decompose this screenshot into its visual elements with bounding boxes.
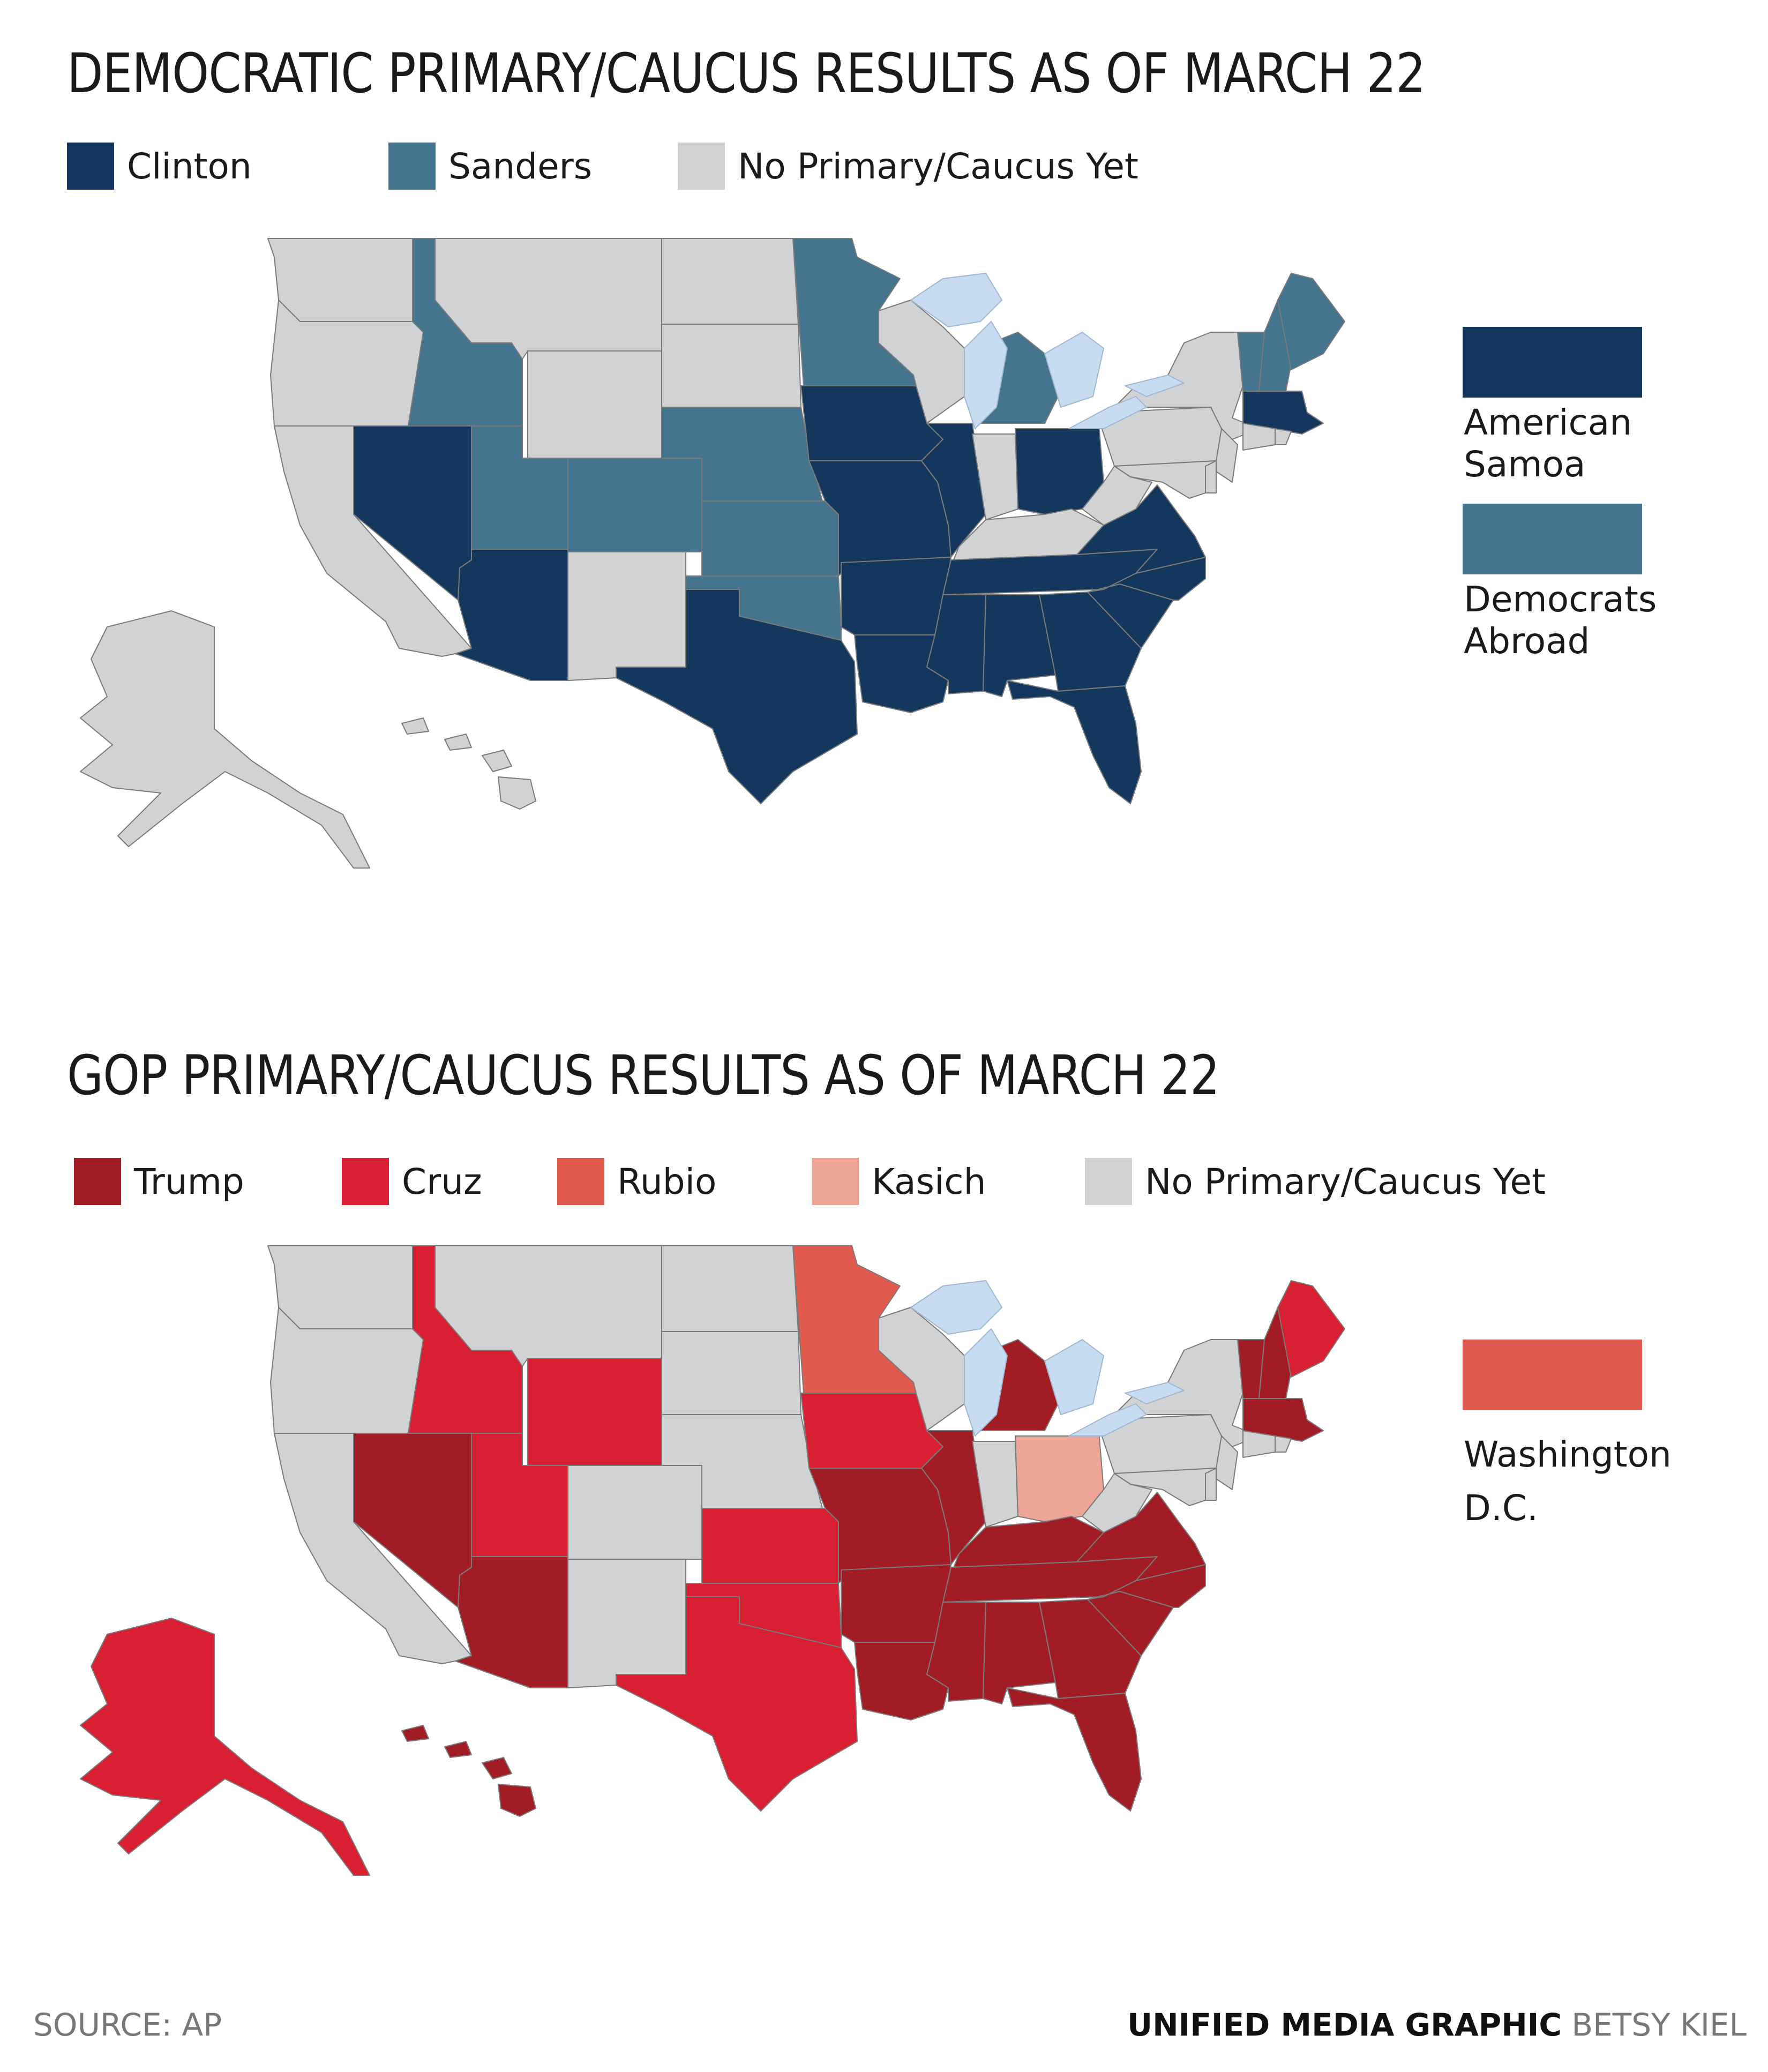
state-ri	[1275, 428, 1292, 445]
state-nd	[661, 1245, 799, 1332]
state-nj	[1216, 428, 1238, 483]
state-nd	[661, 238, 799, 325]
state-fl	[1007, 680, 1142, 804]
state-sd	[661, 324, 801, 408]
state-ct	[1242, 423, 1276, 451]
state-az	[455, 1556, 568, 1688]
state-ak	[80, 1618, 370, 1876]
state-nh	[1258, 300, 1292, 392]
gop-legend-rubio: Rubio	[557, 1157, 716, 1206]
credit-author: BETSY KIEL	[1571, 2007, 1747, 2043]
gop-legend-cruz: Cruz	[342, 1157, 482, 1206]
state-wv	[1082, 1473, 1152, 1533]
state-ak	[80, 610, 370, 869]
state-nh	[1258, 1307, 1292, 1399]
state-co	[567, 1465, 702, 1560]
gop-legend-none: No Primary/Caucus Yet	[1085, 1157, 1546, 1206]
great-lake	[1044, 332, 1104, 408]
state-co	[567, 458, 702, 552]
state-wi	[878, 300, 965, 424]
great-lake	[1068, 396, 1147, 429]
dem-legend-swatch-sanders	[388, 143, 436, 190]
gop-legend-swatch-cruz	[342, 1158, 389, 1205]
state-wi	[878, 1307, 965, 1431]
dem-legend-swatch-clinton	[67, 143, 114, 190]
state-nm	[567, 551, 686, 681]
dem-extra-swatch-american-samoa	[1463, 327, 1642, 398]
state-sd	[661, 1331, 801, 1415]
dem-legend-none: No Primary/Caucus Yet	[678, 142, 1138, 190]
great-lake	[1068, 1403, 1147, 1437]
state-ct	[1242, 1430, 1276, 1458]
dem-map-title: DEMOCRATIC PRIMARY/CAUCUS RESULTS AS OF …	[67, 42, 1426, 106]
great-lake	[1044, 1339, 1104, 1415]
gop-legend-trump: Trump	[74, 1157, 244, 1206]
state-me	[1277, 1280, 1345, 1378]
dem-us-map	[80, 238, 1345, 869]
state-nj	[1216, 1435, 1238, 1490]
state-de	[1205, 460, 1217, 493]
gop-legend-swatch-kasich	[812, 1158, 859, 1205]
state-wy	[527, 1358, 662, 1466]
state-wv	[1082, 466, 1152, 526]
great-lake	[910, 273, 1002, 327]
state-ar	[841, 557, 952, 635]
great-lake	[1125, 1382, 1185, 1404]
state-ks	[701, 500, 839, 577]
dem-extra-swatch-democrats-abroad	[1463, 504, 1642, 574]
gop-legend-swatch-trump	[74, 1158, 121, 1205]
state-wy	[527, 350, 662, 459]
state-hi	[401, 1725, 536, 1817]
dem-legend-label: No Primary/Caucus Yet	[738, 145, 1138, 187]
dem-legend-sanders: Sanders	[388, 142, 592, 190]
gop-legend-label: Cruz	[402, 1161, 482, 1202]
state-tx	[616, 1596, 858, 1812]
great-lake	[910, 1280, 1002, 1335]
dem-legend-label: Clinton	[127, 145, 252, 187]
gop-legend-label: Rubio	[617, 1161, 717, 1202]
gop-legend-swatch-none	[1085, 1158, 1132, 1205]
gop-legend-kasich: Kasich	[812, 1157, 986, 1206]
gop-legend-label: No Primary/Caucus Yet	[1145, 1161, 1546, 1202]
gop-extra-swatch-washington-dc	[1463, 1340, 1642, 1410]
great-lake	[1125, 375, 1185, 397]
state-hi	[401, 717, 536, 810]
source-note: SOURCE: AP	[33, 2007, 222, 2043]
state-me	[1277, 273, 1345, 370]
dem-legend-clinton: Clinton	[67, 142, 252, 190]
gop-legend-swatch-rubio	[557, 1158, 604, 1205]
state-az	[455, 549, 568, 681]
state-ar	[841, 1564, 952, 1643]
gop-map-title: GOP PRIMARY/CAUCUS RESULTS AS OF MARCH 2…	[67, 1044, 1220, 1108]
dem-legend-label: Sanders	[448, 145, 593, 187]
credit-line: UNIFIED MEDIA GRAPHIC BETSY KIEL	[1127, 2007, 1747, 2043]
dem-extra-label-democrats-abroad: Democrats Abroad	[1464, 579, 1657, 662]
gop-us-map	[80, 1245, 1345, 1876]
state-de	[1205, 1468, 1217, 1501]
credit-organization: UNIFIED MEDIA GRAPHIC	[1127, 2007, 1562, 2043]
dem-legend-swatch-none	[678, 143, 725, 190]
state-fl	[1007, 1687, 1142, 1812]
great-lake	[964, 321, 1008, 429]
state-wa	[267, 238, 413, 322]
great-lake	[964, 1328, 1008, 1437]
dem-extra-label-american-samoa: American Samoa	[1464, 402, 1632, 485]
gop-legend-label: Trump	[134, 1161, 244, 1202]
gop-extra-label-washington-dc: Washington D.C.	[1464, 1434, 1672, 1529]
state-tx	[616, 589, 858, 804]
state-ks	[701, 1508, 839, 1584]
state-wa	[267, 1245, 413, 1329]
state-ri	[1275, 1435, 1292, 1453]
gop-legend-label: Kasich	[872, 1161, 986, 1202]
state-nm	[567, 1559, 686, 1688]
